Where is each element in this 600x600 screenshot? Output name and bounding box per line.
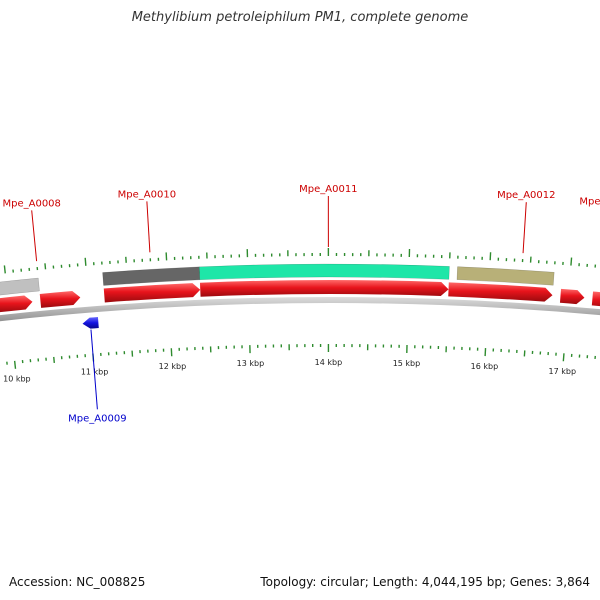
kbp-label: 16 kbp: [471, 362, 499, 371]
gene-label: Mpe_A0009: [68, 413, 126, 424]
gene-leader-line: [31, 210, 38, 262]
gene-leader-line: [90, 329, 98, 410]
topology-label: Topology:: [260, 575, 317, 589]
forward-gene-arrow: [199, 280, 449, 297]
forward-gene-arrow: [559, 288, 585, 305]
genome-summary: Topology: circular; Length: 4,044,195 bp…: [260, 575, 590, 589]
accession-label: Accession:: [9, 575, 73, 589]
gene-leader-line: [146, 201, 151, 253]
gene-label: Mpe_A0010: [118, 189, 176, 200]
forward-gene-arrow: [448, 282, 553, 302]
inner-tick: [13, 360, 17, 369]
kbp-label: 17 kbp: [549, 367, 577, 376]
kbp-label: 12 kbp: [159, 362, 187, 371]
outer-tick: [570, 257, 573, 266]
forward-gene-arrow: [39, 291, 81, 308]
tick-track: [0, 248, 597, 369]
inner-tick: [562, 353, 565, 362]
accession-info: Accession: NC_008825: [9, 575, 145, 589]
cog-track: [0, 263, 555, 296]
cog-block: [199, 263, 450, 281]
genes-label: Genes:: [509, 575, 552, 589]
length-value: 4,044,195 bp: [421, 575, 502, 589]
kbp-label: 10 kbp: [3, 375, 31, 384]
forward-gene-arrow: [0, 295, 33, 313]
outer-tick: [3, 265, 6, 274]
kbp-label: 15 kbp: [393, 359, 421, 368]
cog-block: [0, 277, 40, 296]
topology-value: circular: [320, 575, 365, 589]
cog-block: [102, 266, 201, 286]
backbone-ring: [0, 297, 600, 322]
forward-gene-arrow: [591, 291, 600, 307]
inner-tick: [53, 356, 56, 363]
backbone-track: [0, 297, 600, 322]
kbp-label: 13 kbp: [237, 359, 265, 368]
accession-value: NC_008825: [76, 575, 146, 589]
kbp-label: 14 kbp: [315, 358, 343, 367]
gene-track: [0, 280, 600, 329]
length-label: Length:: [372, 575, 419, 589]
map-title: Methylibium petroleiphilum PM1, complete…: [131, 10, 469, 25]
outer-tick: [84, 257, 87, 266]
gene-label: Mpe_A0012: [497, 190, 555, 201]
gene-label: Mpe_A0011: [299, 184, 357, 195]
forward-gene-arrow: [103, 283, 201, 303]
gene-label: Mpe_A0013: [579, 197, 600, 208]
outer-tick: [44, 263, 47, 270]
cog-block: [456, 266, 555, 286]
reverse-gene-arrow: [82, 317, 99, 329]
genes-value: 3,864: [555, 575, 590, 589]
gene-label: Mpe_A0008: [2, 198, 60, 209]
gene-leader-line: [522, 202, 527, 254]
